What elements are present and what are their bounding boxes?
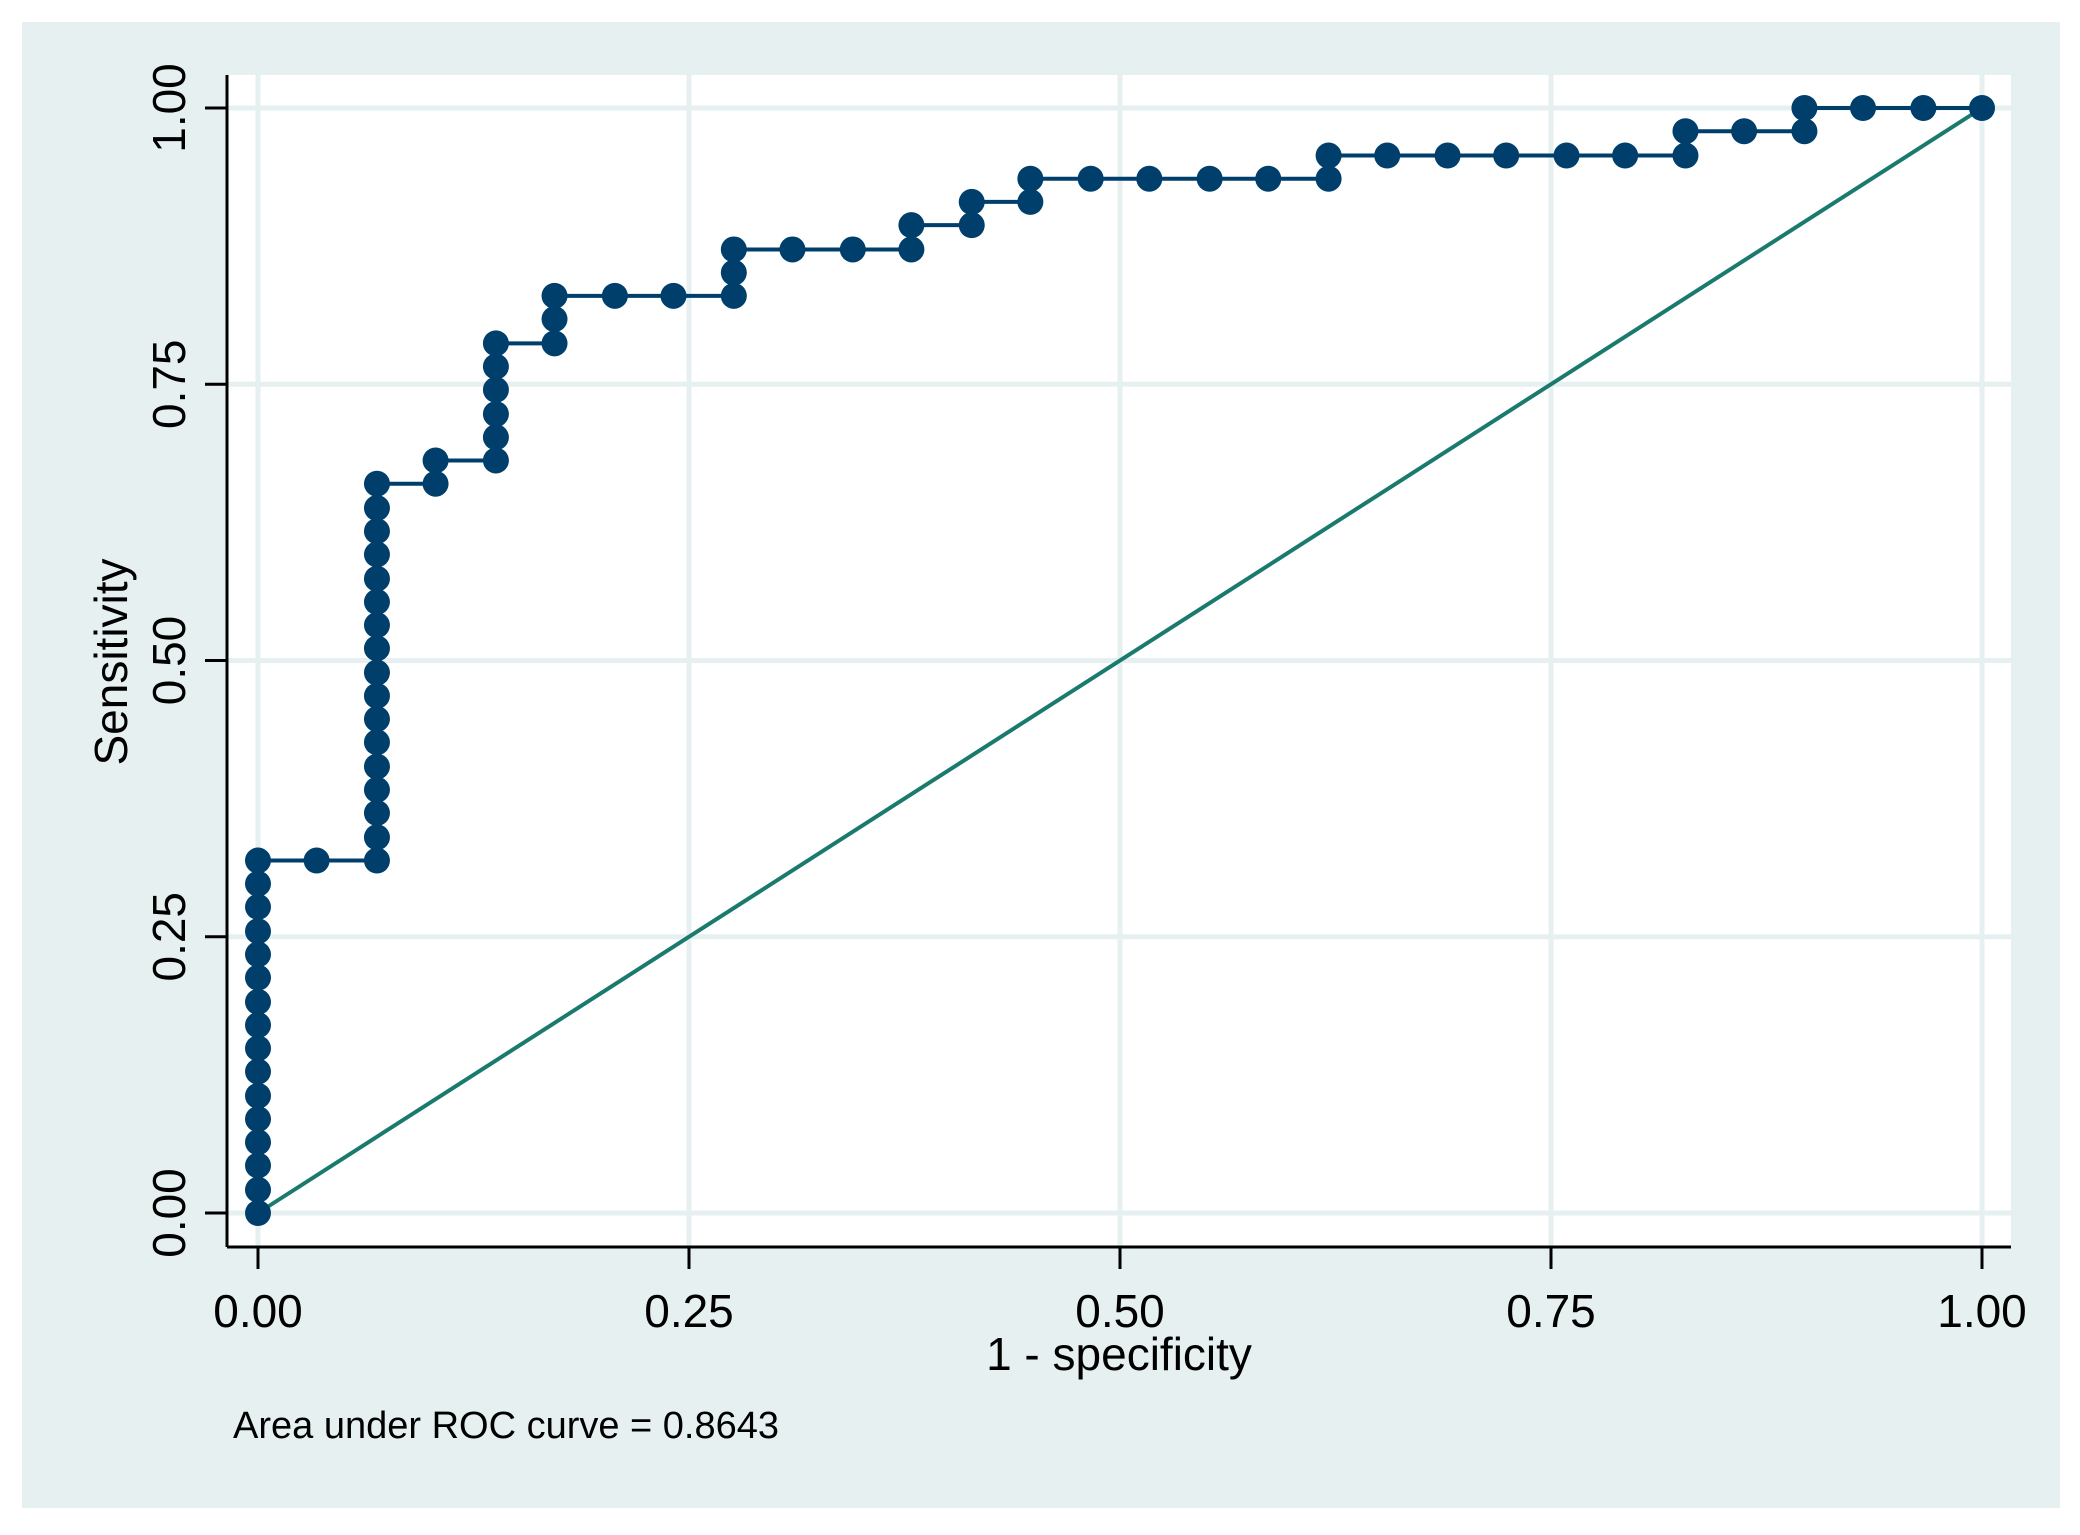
x-tick-label: 0.50 [1075,1285,1165,1337]
roc-point [898,212,925,239]
roc-point [245,1129,271,1156]
roc-point [482,447,509,474]
roc-point [363,799,390,826]
roc-point [1315,142,1342,169]
roc-point [245,1106,271,1133]
roc-point [660,282,687,309]
roc-point [898,236,925,263]
roc-point [482,424,509,451]
roc-point [1315,165,1342,192]
roc-point [1731,118,1758,145]
roc-point [245,1082,271,1109]
roc-point [1017,165,1044,192]
x-tick-label: 0.25 [644,1285,734,1337]
roc-point [601,282,628,309]
roc-point [1136,165,1163,192]
roc-point [245,870,271,897]
y-tick-label: 0.00 [143,1168,195,1258]
x-tick-label: 0.00 [213,1285,303,1337]
roc-area-note: Area under ROC curve = 0.8643 [233,1405,779,1447]
roc-point [720,282,747,309]
roc-point [245,988,271,1015]
reference-line [256,106,1984,1215]
roc-point [839,236,866,263]
roc-point [1553,142,1580,169]
roc-point [1017,188,1044,215]
roc-point [1612,142,1639,169]
roc-point [1969,95,1995,121]
roc-point [363,659,390,686]
roc-point [245,893,271,920]
roc-point [245,918,271,945]
roc-point [1434,142,1461,169]
roc-point [363,518,390,545]
roc-point [363,824,390,851]
x-tick-label: 1.00 [1937,1285,2027,1337]
roc-point [541,282,568,309]
roc-point [363,495,390,522]
roc-point [720,236,747,263]
roc-point [1672,142,1699,169]
roc-point [245,964,271,991]
roc-point [1493,142,1520,169]
roc-point [245,1152,271,1179]
roc-point [303,847,330,874]
roc-point [363,682,390,709]
roc-point [245,847,271,874]
roc-point [1196,165,1223,192]
roc-point [541,330,568,357]
roc-point [482,353,509,380]
roc-point [1077,165,1104,192]
roc-point [958,188,985,215]
axis-layer [205,75,2011,1269]
roc-point [1791,95,1818,121]
x-tick-label: 0.75 [1506,1285,1596,1337]
roc-point [1255,165,1282,192]
marker-layer [245,95,1995,1226]
roc-point [482,401,509,428]
roc-point [363,776,390,803]
roc-point [245,941,271,968]
roc-point [363,612,390,639]
y-tick-label: 1.00 [143,63,195,153]
roc-point [363,541,390,568]
roc-point [541,306,568,333]
roc-point [422,447,449,474]
roc-point [363,470,390,497]
y-tick-label: 0.75 [143,339,195,429]
roc-point [1850,95,1877,121]
roc-point [1672,118,1699,145]
roc-point [1374,142,1401,169]
roc-point [363,706,390,733]
tick-label-layer: 0.00 0.25 0.50 0.75 1.00 0.00 0.25 0.50 0.75 1.00 [143,63,2027,1337]
roc-point [363,729,390,756]
roc-point [363,635,390,662]
roc-point [422,470,449,497]
y-tick-label: 0.50 [143,616,195,706]
roc-point [720,259,747,286]
roc-point [958,212,985,239]
roc-point [245,1035,271,1062]
roc-point [1791,118,1818,145]
roc-point [1910,95,1937,121]
roc-point [363,565,390,592]
roc-point [245,1012,271,1039]
roc-point [245,1058,271,1085]
roc-point [482,330,509,357]
reference-layer [256,106,1984,1215]
roc-point [482,376,509,403]
roc-point [245,1176,271,1203]
y-tick-label: 0.25 [143,892,195,982]
y-axis-label: Sensitivity [85,558,137,765]
roc-point [363,753,390,780]
x-axis-label: 1 - specificity [986,1328,1252,1380]
roc-point [779,236,806,263]
roc-point [363,847,390,874]
roc-point [245,1200,271,1226]
roc-point [363,588,390,615]
